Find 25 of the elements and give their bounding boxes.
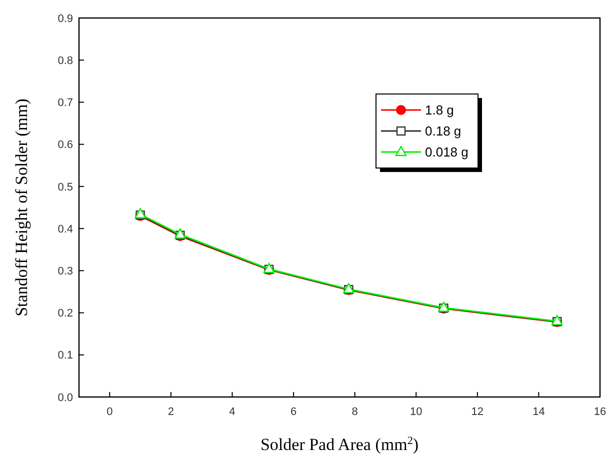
y-axis-title: Standoff Height of Solder (mm): [12, 98, 31, 316]
legend-label: 0.18 g: [425, 124, 462, 139]
y-tick-label: 0.3: [58, 266, 73, 278]
y-tick-label: 0.7: [58, 97, 73, 110]
x-tick-label: 16: [594, 406, 606, 418]
y-tick-label: 0.6: [58, 139, 73, 152]
x-tick-label: 10: [410, 406, 422, 418]
y-tick-label: 0.2: [58, 308, 73, 320]
legend-label: 0.018 g: [425, 144, 468, 160]
x-tick-label: 0: [106, 406, 113, 418]
y-tick-label: 0.4: [58, 223, 73, 236]
x-tick-label: 4: [229, 406, 236, 418]
y-tick-label: 0.8: [58, 54, 73, 67]
y-tick-label: 0.1: [58, 350, 73, 362]
y-tick-label: 0.0: [58, 392, 73, 404]
x-tick-label: 6: [290, 406, 297, 418]
x-tick-label: 2: [168, 406, 174, 418]
x-tick-label: 12: [471, 406, 484, 418]
legend-label: 1.8 g: [425, 102, 454, 118]
point: [174, 228, 186, 239]
y-tick-label: 0.9: [58, 12, 73, 25]
x-axis-title: Solder Pad Area (mm$^{2}$): [260, 435, 419, 454]
x-tick-label: 14: [532, 406, 545, 418]
x-tick-label: 8: [352, 406, 358, 418]
y-tick-label: 0.5: [58, 181, 73, 194]
